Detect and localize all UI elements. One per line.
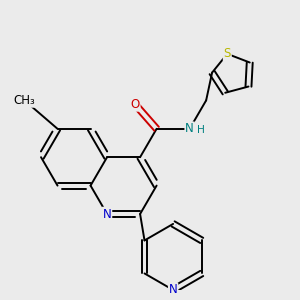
Text: S: S	[224, 47, 231, 60]
Text: N: N	[185, 122, 194, 135]
Text: N: N	[169, 284, 178, 296]
Text: H: H	[197, 125, 205, 135]
Text: O: O	[130, 98, 140, 111]
Text: N: N	[103, 208, 111, 220]
Text: CH₃: CH₃	[14, 94, 35, 107]
